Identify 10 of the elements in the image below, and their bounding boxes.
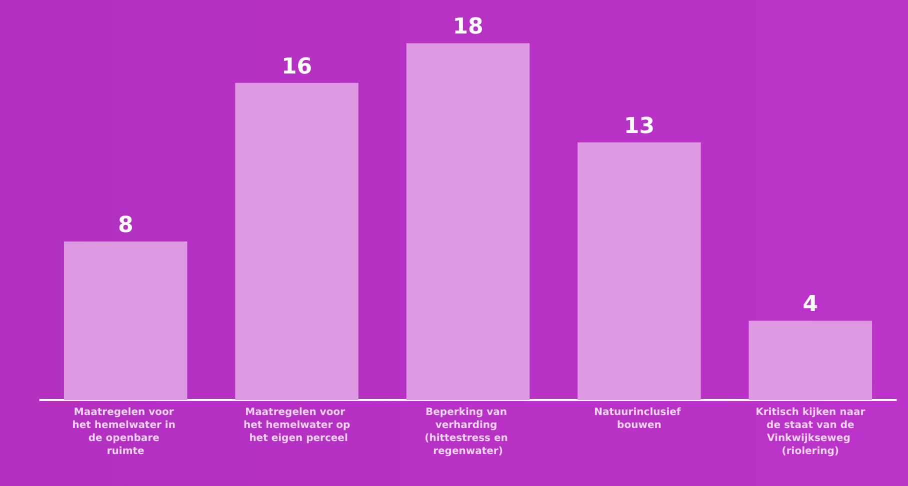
x-tick-label: Beperking van verharding (hittestress en regenwater): [424, 407, 512, 457]
x-tick-label: Maatregelen voor het hemelwater in de openbare ruimte: [72, 407, 179, 457]
data-label: 16: [281, 54, 312, 80]
x-tick-label: Kritisch kijken naar de staat van de Vinkwijkseweg (riolering): [756, 407, 866, 457]
data-label: 13: [624, 114, 655, 139]
x-tick-label: Natuurinclusief bouwen: [594, 407, 684, 431]
data-label: 4: [802, 292, 818, 318]
data-label: 18: [452, 14, 484, 40]
x-tick-label: Maatregelen voor het hemelwater op het eigen perceel: [243, 407, 350, 444]
data-label: 8: [118, 212, 134, 238]
